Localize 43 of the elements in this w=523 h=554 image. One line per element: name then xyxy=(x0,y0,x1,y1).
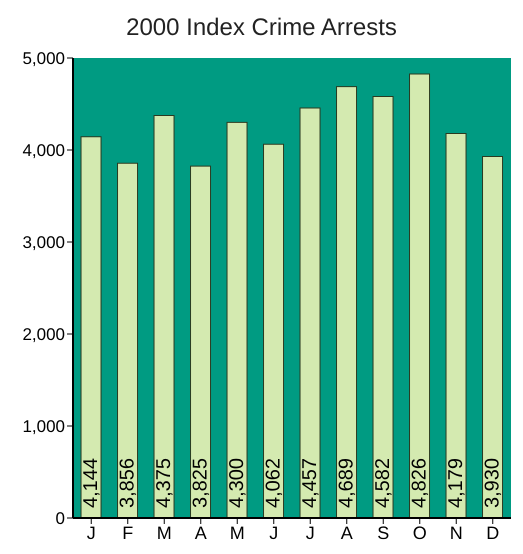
bar xyxy=(190,166,212,518)
bar xyxy=(372,96,394,518)
x-tick-label: M xyxy=(230,522,245,543)
bar xyxy=(446,133,467,518)
x-tick-label: J xyxy=(269,522,278,543)
x-tick-label: J xyxy=(306,522,315,543)
x-tick-label: M xyxy=(156,522,172,543)
y-tick-label: 2,000 xyxy=(22,325,65,344)
data-label: 3,825 xyxy=(190,458,212,508)
data-label: 3,856 xyxy=(116,458,139,508)
bar xyxy=(336,86,358,518)
bar xyxy=(409,74,430,518)
data-label: 4,062 xyxy=(262,458,285,508)
data-label: 4,375 xyxy=(153,458,176,508)
y-tick-label: 4,000 xyxy=(22,141,65,160)
x-tick-label: S xyxy=(377,522,390,543)
data-label: 4,826 xyxy=(408,458,431,508)
y-tick-label: 3,000 xyxy=(22,233,65,252)
y-tick-label: 1,000 xyxy=(22,417,65,436)
x-tick-label: J xyxy=(86,522,96,543)
data-label: 4,689 xyxy=(336,458,358,508)
x-tick-label: A xyxy=(340,522,353,543)
data-label: 4,300 xyxy=(226,458,248,508)
bar xyxy=(263,144,284,518)
data-label: 4,582 xyxy=(372,458,394,508)
bar xyxy=(154,115,175,518)
y-tick-label: 0 xyxy=(56,509,65,528)
y-tick-label: 5,000 xyxy=(22,49,65,68)
data-label: 4,144 xyxy=(80,458,102,508)
x-tick-label: O xyxy=(412,522,427,543)
bar xyxy=(482,156,504,518)
data-label: 3,930 xyxy=(482,458,504,508)
bar xyxy=(117,162,138,518)
x-tick-label: A xyxy=(194,522,207,543)
bar xyxy=(226,122,248,518)
bar xyxy=(300,107,321,518)
x-tick-label: N xyxy=(450,522,463,543)
x-tick-label: D xyxy=(486,522,500,543)
x-tick-label: F xyxy=(122,522,134,543)
chart-title: 2000 Index Crime Arrests xyxy=(125,13,398,43)
data-label: 4,457 xyxy=(299,458,322,508)
bar xyxy=(80,136,102,518)
data-label: 4,179 xyxy=(445,458,468,508)
